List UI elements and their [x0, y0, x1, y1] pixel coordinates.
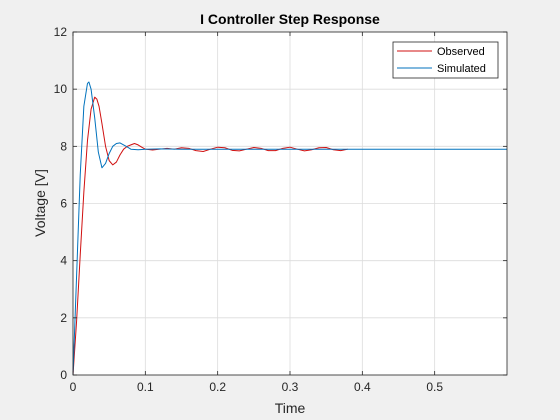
- y-tick-label: 0: [60, 368, 67, 382]
- y-tick-label: 10: [54, 82, 68, 96]
- y-tick-label: 8: [60, 139, 67, 153]
- legend-label-simulated: Simulated: [437, 63, 486, 75]
- series-line-simulated: [72, 81, 507, 376]
- y-tick-label: 6: [60, 197, 67, 211]
- x-tick-label: 0.2: [209, 380, 226, 394]
- tick-marks: [72, 31, 507, 376]
- chart-title: I Controller Step Response: [200, 11, 380, 27]
- x-axis-label: Time: [275, 400, 306, 416]
- legend-box: [392, 41, 499, 79]
- y-tick-label: 4: [60, 254, 67, 268]
- legend: Observed Simulated: [392, 41, 499, 79]
- x-tick-label: 0.1: [137, 380, 154, 394]
- x-tick-label: 0: [70, 380, 77, 394]
- y-tick-label: 2: [60, 311, 67, 325]
- series-layer: [72, 81, 507, 376]
- y-tick-labels: 0 2 4 6 8 10 12: [54, 25, 68, 382]
- legend-label-observed: Observed: [437, 46, 485, 58]
- x-tick-label: 0.5: [426, 380, 443, 394]
- x-tick-label: 0.4: [354, 380, 371, 394]
- x-tick-labels: 0 0.1 0.2 0.3 0.4 0.5: [70, 380, 444, 394]
- y-tick-label: 12: [54, 25, 68, 39]
- y-axis-label: Voltage [V]: [32, 169, 48, 237]
- x-tick-label: 0.3: [282, 380, 299, 394]
